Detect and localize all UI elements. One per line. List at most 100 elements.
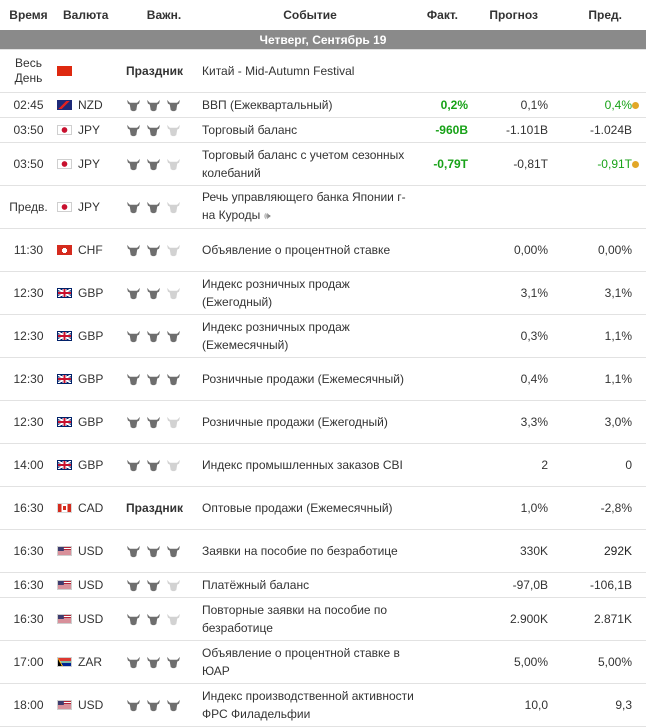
event-name-cell[interactable]: Индекс производственной активности ФРС Ф… [202,683,418,727]
bull-icon [147,288,160,300]
event-previous [548,49,632,93]
event-forecast: -1.101B [468,117,548,143]
event-name[interactable]: Торговый баланс с учетом сезонных колеба… [202,148,405,180]
event-name-cell[interactable]: Объявление о процентной ставке в ЮАР [202,640,418,684]
event-row[interactable]: Весь День Праздник Китай - Mid-Autumn Fest… [0,49,646,93]
event-time: Весь День [0,49,57,93]
event-name[interactable]: Торговый баланс [202,123,298,137]
revision-cell [632,314,646,358]
header-importance[interactable]: Важн. [126,0,202,30]
event-currency: USD [78,612,104,626]
bull-icon [127,700,140,712]
bull-icon [147,614,160,626]
event-name[interactable]: Розничные продажи (Ежемесячный) [202,372,405,386]
header-previous[interactable]: Пред. [548,0,632,30]
event-name-cell[interactable]: Повторные заявки на пособие по безработи… [202,597,418,641]
event-row[interactable]: 03:50 JPY Торговый баланс -960B -1.101B -1.02… [0,117,646,143]
event-name-cell[interactable]: Торговый баланс [202,117,418,143]
event-name-cell[interactable]: Заявки на пособие по безработице [202,529,418,573]
event-row[interactable]: 16:30 USD Повторные заявки на пособие по б… [0,597,646,641]
event-name[interactable]: ВВП (Ежеквартальный) [202,98,333,112]
event-time: 16:30 [0,529,57,573]
bull-icon [147,245,160,257]
bull-icon [147,580,160,592]
event-name[interactable]: Розничные продажи (Ежегодный) [202,415,388,429]
event-actual [418,400,468,444]
event-forecast: 0,1% [468,92,548,118]
event-row[interactable]: 02:45 NZD ВВП (Ежеквартальный) 0,2% 0,1% 0,4% [0,92,646,118]
event-name-cell[interactable]: Речь управляющего банка Японии г-на Куро… [202,185,418,229]
event-name-cell[interactable]: Индекс промышленных заказов CBI [202,443,418,487]
event-row[interactable]: Предв. JPY Речь управляющего банка Японии … [0,185,646,229]
bull-icon [167,245,180,257]
bull-icon [127,546,140,558]
event-name-cell[interactable]: Объявление о процентной ставке [202,228,418,272]
event-name-cell[interactable]: Платёжный баланс [202,572,418,598]
bull-icon [127,331,140,343]
header-actual[interactable]: Факт. [418,0,468,30]
event-name[interactable]: Индекс производственной активности ФРС Ф… [202,689,414,721]
event-actual [418,228,468,272]
event-importance [126,400,202,444]
event-importance [126,314,202,358]
event-name-cell[interactable]: Оптовые продажи (Ежемесячный) [202,486,418,530]
header-event[interactable]: Событие [202,0,418,30]
event-row[interactable]: 16:30 USD Заявки на пособие по безработице… [0,529,646,573]
event-name[interactable]: Речь управляющего банка Японии г-на Куро… [202,190,406,222]
header-time[interactable]: Время [0,0,57,30]
event-row[interactable]: 14:00 GBP Индекс промышленных заказов CBI 2… [0,443,646,487]
event-row[interactable]: 17:00 ZAR Объявление о процентной ставке в… [0,640,646,684]
bull-icon [147,202,160,214]
event-currency: CHF [78,243,103,257]
event-currency-cell: USD [57,572,126,598]
event-name-cell[interactable]: Розничные продажи (Ежемесячный) [202,357,418,401]
event-currency: NZD [78,98,103,112]
event-name-cell[interactable]: Китай - Mid-Autumn Festival [202,49,418,93]
revision-cell [632,92,646,118]
event-name-cell[interactable]: ВВП (Ежеквартальный) [202,92,418,118]
event-row[interactable]: 18:00 USD Индекс производственной активнос… [0,683,646,727]
event-actual [418,529,468,573]
event-previous: 3,0% [548,400,632,444]
event-time: 03:50 [0,142,57,186]
event-name[interactable]: Оптовые продажи (Ежемесячный) [202,501,393,515]
event-row[interactable]: 16:30 USD Платёжный баланс -97,0B -106,1B [0,572,646,598]
event-name-cell[interactable]: Индекс розничных продаж (Ежегодный) [202,271,418,315]
event-name-cell[interactable]: Розничные продажи (Ежегодный) [202,400,418,444]
event-currency: CAD [78,501,104,515]
event-name-cell[interactable]: Индекс розничных продаж (Ежемесячный) [202,314,418,358]
event-time: 16:30 [0,597,57,641]
event-row[interactable]: 11:30 CHF Объявление о процентной ставке 0,… [0,228,646,272]
header-currency[interactable]: Валюта [57,0,126,30]
event-row[interactable]: 12:30 GBP Индекс розничных продаж (Ежегодн… [0,271,646,315]
header-forecast[interactable]: Прогноз [468,0,548,30]
bull-icon [147,125,160,137]
event-name[interactable]: Объявление о процентной ставке в ЮАР [202,646,400,678]
event-name[interactable]: Китай - Mid-Autumn Festival [202,64,355,78]
event-previous: 292K [548,529,632,573]
event-row[interactable]: 12:30 GBP Розничные продажи (Ежемесячный) 0… [0,357,646,401]
event-forecast [468,185,548,229]
event-name[interactable]: Индекс промышленных заказов CBI [202,458,403,472]
event-name-cell[interactable]: Торговый баланс с учетом сезонных колеба… [202,142,418,186]
event-row[interactable]: 16:30 CAD Праздник Оптовые продажи (Ежемеся… [0,486,646,530]
event-name[interactable]: Заявки на пособие по безработице [202,544,398,558]
event-time: Предв. [0,185,57,229]
event-row[interactable]: 12:30 GBP Розничные продажи (Ежегодный) 3,3… [0,400,646,444]
event-importance [126,357,202,401]
revision-cell [632,185,646,229]
flag-us-icon [57,614,72,624]
event-actual [418,271,468,315]
event-previous [548,185,632,229]
event-forecast: 3,1% [468,271,548,315]
event-name[interactable]: Повторные заявки на пособие по безработи… [202,603,388,635]
event-name[interactable]: Индекс розничных продаж (Ежемесячный) [202,320,350,352]
event-name[interactable]: Индекс розничных продаж (Ежегодный) [202,277,350,309]
event-name[interactable]: Платёжный баланс [202,578,310,592]
event-row[interactable]: 12:30 GBP Индекс розничных продаж (Ежемеся… [0,314,646,358]
event-row[interactable]: 03:50 JPY Торговый баланс с учетом сезонны… [0,142,646,186]
event-name[interactable]: Объявление о процентной ставке [202,243,391,257]
calendar-body: Четверг, Сентябрь 19 Весь День Праздник Ки… [0,30,646,727]
day-separator-row: Четверг, Сентябрь 19 [0,30,646,50]
event-previous: 3,1% [548,271,632,315]
